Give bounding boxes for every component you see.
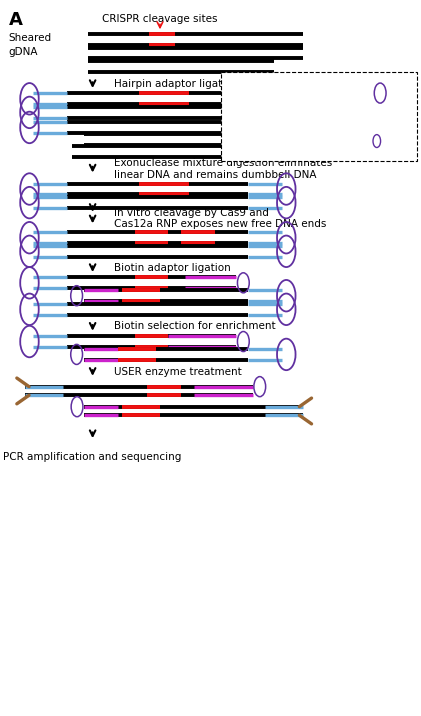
Text: Hairpin adaptor ligation: Hairpin adaptor ligation: [114, 79, 238, 89]
FancyBboxPatch shape: [221, 72, 417, 161]
Text: linear DNA and remains dumbbell DNA: linear DNA and remains dumbbell DNA: [114, 170, 316, 180]
Text: Linear DNA with one or: Linear DNA with one or: [299, 130, 413, 140]
Text: Biotin i5 adaptor: Biotin i5 adaptor: [229, 137, 305, 145]
Text: In vitro cleavage by Cas9 and: In vitro cleavage by Cas9 and: [114, 208, 269, 218]
Text: PCR amplification and sequencing: PCR amplification and sequencing: [3, 452, 182, 462]
Text: gDNA: gDNA: [8, 47, 38, 57]
Text: Uracil: Uracil: [229, 112, 256, 121]
Text: adaptor in both ends: adaptor in both ends: [299, 101, 401, 111]
Text: Sheared: Sheared: [8, 33, 51, 43]
Text: Exonuclease mixture digestion eliminates: Exonuclease mixture digestion eliminates: [114, 158, 332, 168]
Text: Biotin adaptor ligation: Biotin adaptor ligation: [114, 263, 230, 273]
Text: two free DSB ends: two free DSB ends: [299, 142, 389, 152]
Text: U: U: [357, 110, 367, 123]
Text: A: A: [8, 11, 22, 29]
Text: Biotin selection for enrichment: Biotin selection for enrichment: [114, 321, 275, 332]
Text: Hairpin i7 adaptor: Hairpin i7 adaptor: [229, 89, 312, 97]
Text: USER enzyme treatment: USER enzyme treatment: [114, 367, 241, 377]
Text: Dumbbell DNA with: Dumbbell DNA with: [299, 88, 395, 98]
Text: Cas12a RNP exposes new free DNA ends: Cas12a RNP exposes new free DNA ends: [114, 219, 326, 229]
Text: CRISPR cleavage sites: CRISPR cleavage sites: [102, 14, 218, 24]
